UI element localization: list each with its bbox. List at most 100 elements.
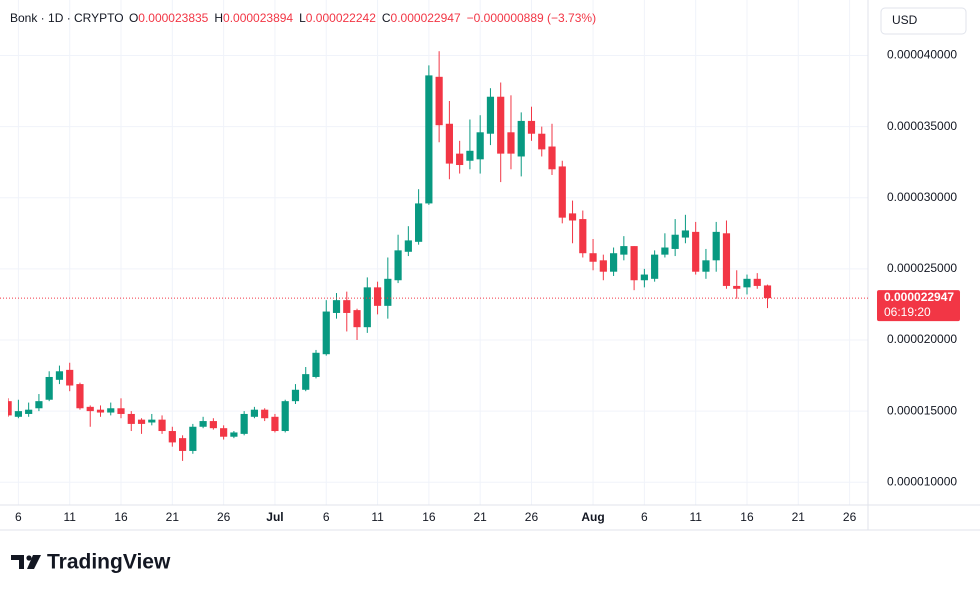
field-value: 0.000023835 — [138, 11, 209, 25]
candle-body — [527, 120, 536, 134]
field-value: 0.000023894 — [223, 11, 294, 25]
candle-body — [35, 401, 43, 409]
candle-body — [343, 300, 351, 313]
x-tick-label: Jul — [266, 510, 283, 524]
y-tick-label: 0.000030000 — [887, 190, 957, 204]
x-tick-label: 26 — [217, 510, 231, 524]
x-tick-label: Aug — [581, 510, 604, 524]
candle-body — [538, 133, 546, 150]
candle-body — [681, 230, 690, 238]
candle-body — [14, 411, 22, 417]
x-tick-label: 16 — [740, 510, 754, 524]
x-tick-label: 21 — [792, 510, 806, 524]
candle-body — [661, 247, 669, 255]
y-tick-label: 0.000010000 — [887, 474, 957, 488]
x-tick-label: 26 — [843, 510, 857, 524]
candle-body — [394, 250, 402, 281]
candle-body — [96, 409, 105, 413]
candle-body — [373, 287, 382, 306]
x-tick-label: 26 — [525, 510, 539, 524]
x-tick-label: 16 — [114, 510, 128, 524]
candle-body — [178, 438, 187, 451]
candle-body — [712, 231, 720, 261]
candle-body — [640, 274, 648, 281]
x-tick-label: 11 — [371, 510, 384, 524]
candle-body — [609, 253, 618, 272]
field-key: O — [128, 11, 139, 25]
brand-logo — [11, 555, 41, 569]
candle-body — [86, 406, 94, 412]
x-tick-label: 21 — [473, 510, 487, 524]
field-key: H — [214, 11, 224, 25]
legend: Bonk · 1D · CRYPTO O0.000023835 H0.000023… — [10, 11, 602, 25]
candle-body — [158, 419, 166, 432]
candle-body — [271, 416, 279, 432]
x-tick-label: 6 — [15, 510, 22, 524]
candle-body — [763, 285, 772, 299]
y-tick-label: 0.000035000 — [887, 119, 957, 133]
candle-body — [261, 409, 269, 419]
candle-body — [250, 409, 259, 417]
candle-body — [517, 120, 525, 157]
candle-body — [486, 96, 495, 134]
candle-body — [722, 233, 731, 286]
candle-body — [568, 213, 577, 221]
currency-button[interactable] — [880, 7, 967, 35]
candle-body — [435, 76, 443, 126]
candle-body — [199, 421, 207, 427]
candle-body — [322, 311, 330, 355]
y-tick-label: 0.000020000 — [887, 332, 957, 346]
candle-body — [281, 401, 289, 432]
change: −0.000000889 (−3.73%) — [466, 11, 597, 25]
field-value: 0.000022947 — [390, 11, 461, 25]
candle-body — [127, 413, 135, 424]
candle-body — [620, 246, 628, 255]
candle-body — [548, 146, 556, 170]
candle-body — [753, 278, 761, 286]
candle-body — [630, 246, 638, 281]
x-tick-label: 11 — [63, 510, 76, 524]
candle-body — [507, 132, 515, 154]
candle-body — [415, 203, 423, 242]
candle-body — [107, 408, 115, 413]
candle-body — [445, 123, 453, 164]
candle-body — [456, 153, 464, 166]
currency-label[interactable]: USD — [892, 13, 918, 27]
candle-body — [466, 150, 474, 161]
candle-body — [55, 371, 64, 380]
brand-name: TradingView — [47, 551, 171, 574]
candle-body — [302, 374, 310, 390]
x-tick-label: 6 — [641, 510, 648, 524]
y-tick-label: 0.000015000 — [887, 403, 957, 417]
x-tick-label: 11 — [689, 510, 702, 524]
candle-body — [497, 96, 505, 154]
candle-body — [743, 278, 751, 288]
candle-body — [651, 254, 659, 279]
x-tick-label: 6 — [323, 510, 330, 524]
candle-body — [209, 421, 217, 429]
x-tick-label: 21 — [166, 510, 180, 524]
candle-body — [404, 240, 412, 252]
candle-body — [189, 426, 197, 451]
field-key: C — [381, 11, 391, 25]
candle-body — [332, 300, 341, 313]
last-price-label: 0.000022947 — [884, 290, 954, 304]
candles — [8, 51, 772, 461]
candle-body — [702, 260, 710, 272]
last-price-box — [877, 290, 960, 322]
field-key: L — [299, 11, 306, 25]
candle-body — [76, 384, 84, 409]
candle-body — [8, 401, 12, 416]
candle-body — [589, 253, 597, 262]
candle-body — [476, 132, 484, 160]
candle-body — [558, 166, 566, 218]
grid — [0, 0, 868, 505]
x-tick-label: 16 — [422, 510, 436, 524]
candle-body — [384, 278, 392, 306]
candle-body — [599, 260, 607, 272]
candle-body — [25, 409, 33, 414]
field-value: 0.000022242 — [305, 11, 376, 25]
candle-body — [671, 234, 679, 249]
